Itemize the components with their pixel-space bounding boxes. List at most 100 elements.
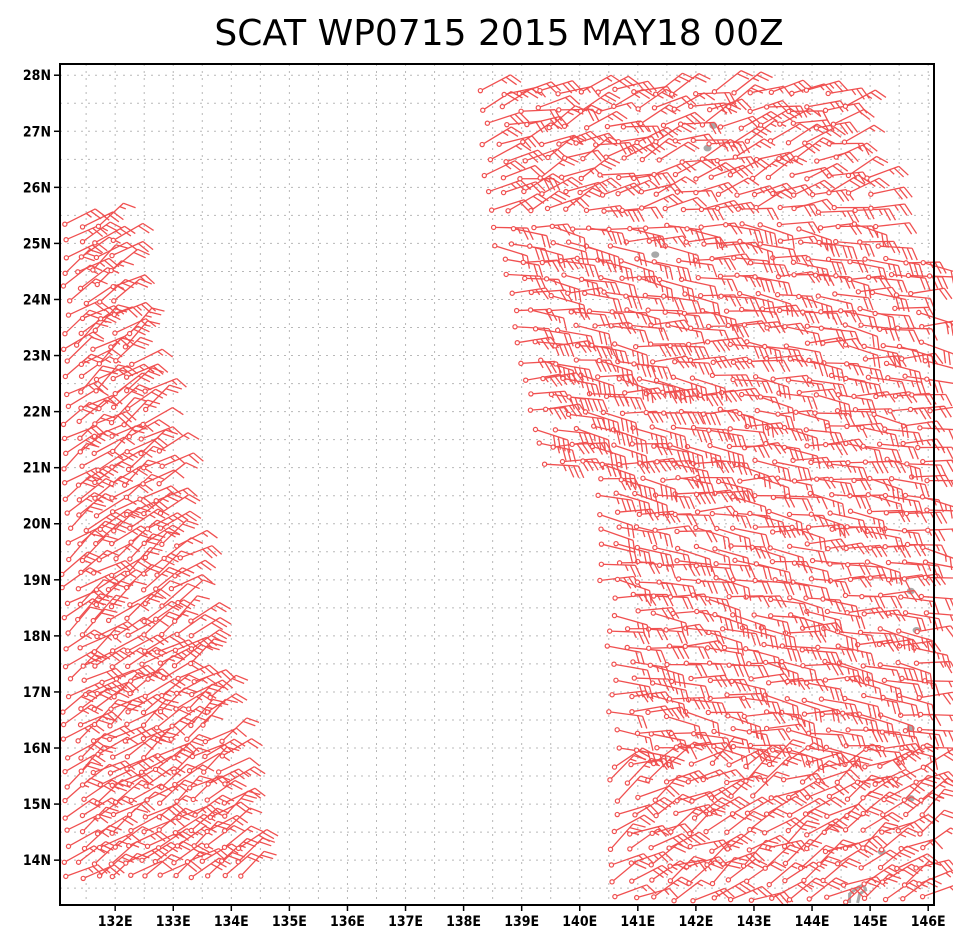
wind-barb (842, 695, 882, 720)
barb-feather (630, 421, 634, 435)
wind-barb (672, 511, 716, 528)
barb-station (143, 783, 149, 789)
barb-feather (244, 794, 258, 799)
barb-feather (765, 534, 771, 548)
barb-station (847, 576, 854, 583)
barb-feather (737, 664, 745, 678)
barb-feather (870, 635, 877, 648)
barb-staff (111, 557, 142, 576)
barb-feather (754, 771, 768, 777)
barb-feather (635, 651, 641, 664)
barb-feather (692, 586, 698, 599)
barb-staff (882, 863, 912, 883)
barb-feather (762, 445, 770, 459)
barb-staff (176, 614, 206, 635)
barb-station (152, 766, 159, 773)
barb-staff (631, 851, 664, 864)
barb-station (687, 830, 693, 837)
barb-staff (108, 603, 139, 621)
barb-staff (613, 814, 645, 833)
wind-barb (624, 626, 669, 641)
barb-feather (734, 798, 746, 807)
barb-feather (762, 665, 770, 678)
barb-half-feather (635, 691, 641, 698)
wind-barb (203, 824, 246, 849)
barb-staff (237, 837, 264, 863)
barb-feather (856, 670, 861, 684)
barb-feather (875, 607, 884, 620)
wind-barb (782, 861, 825, 884)
barb-station (768, 795, 774, 801)
barb-station (122, 344, 129, 350)
barb-staff (811, 513, 844, 526)
barb-feather (231, 677, 245, 685)
barb-station (762, 659, 769, 666)
wind-barb (61, 442, 100, 472)
barb-station (60, 346, 67, 353)
barb-feather (607, 419, 611, 433)
wind-barb (140, 407, 184, 428)
barb-station (775, 411, 781, 417)
barb-half-feather (88, 384, 95, 390)
barb-feather (205, 806, 217, 816)
barb-station (640, 475, 646, 481)
barb-station (628, 761, 634, 768)
barb-staff (711, 833, 742, 852)
barb-station (611, 764, 618, 770)
barb-feather (628, 550, 634, 564)
wind-barb (78, 356, 122, 379)
wind-barb (762, 692, 800, 720)
barb-station (96, 873, 103, 879)
barb-station (108, 706, 114, 712)
barb-feather (924, 484, 930, 498)
barb-feather (144, 801, 156, 811)
barb-station (920, 744, 926, 750)
barb-feather (846, 649, 853, 662)
barb-feather (921, 564, 928, 578)
barb-station (109, 873, 116, 880)
barb-half-feather (916, 564, 921, 571)
barb-staff (904, 860, 930, 886)
wind-barb (793, 409, 832, 435)
wind-barb (649, 424, 688, 450)
barb-feather (862, 520, 868, 534)
barb-station (105, 586, 112, 593)
wind-barb (867, 545, 912, 558)
barb-feather (914, 467, 919, 481)
barb-feather (940, 464, 947, 478)
barb-half-feather (713, 754, 719, 760)
barb-station (111, 528, 117, 534)
barb-feather (210, 641, 224, 647)
barb-station (781, 843, 788, 850)
barb-feather (121, 282, 134, 289)
barb-feather (624, 456, 628, 470)
barb-station (885, 577, 892, 583)
barb-feather (911, 639, 915, 653)
barb-feather (124, 386, 138, 393)
barb-station (808, 576, 815, 582)
barb-feather (558, 407, 567, 420)
barb-station (109, 540, 115, 547)
barb-half-feather (794, 617, 798, 624)
barb-station (706, 427, 712, 433)
barb-feather (149, 546, 163, 552)
barb-station (782, 877, 788, 884)
barb-feather (853, 755, 858, 769)
barb-feather (576, 443, 585, 455)
barb-half-feather (806, 434, 809, 442)
barb-feather (159, 830, 171, 840)
barb-station (724, 692, 730, 698)
barb-station (823, 744, 830, 751)
barb-staff (64, 208, 96, 225)
barb-half-feather (642, 530, 646, 538)
wind-barb (916, 726, 953, 743)
barb-half-feather (563, 406, 569, 413)
barb-feather (835, 443, 844, 456)
wind-barb (648, 833, 693, 851)
barb-half-feather (921, 883, 929, 888)
barb-station (861, 611, 867, 617)
barb-half-feather (841, 864, 848, 869)
barb-station (173, 690, 180, 697)
barb-staff (651, 733, 685, 742)
barb-staff (65, 864, 98, 877)
